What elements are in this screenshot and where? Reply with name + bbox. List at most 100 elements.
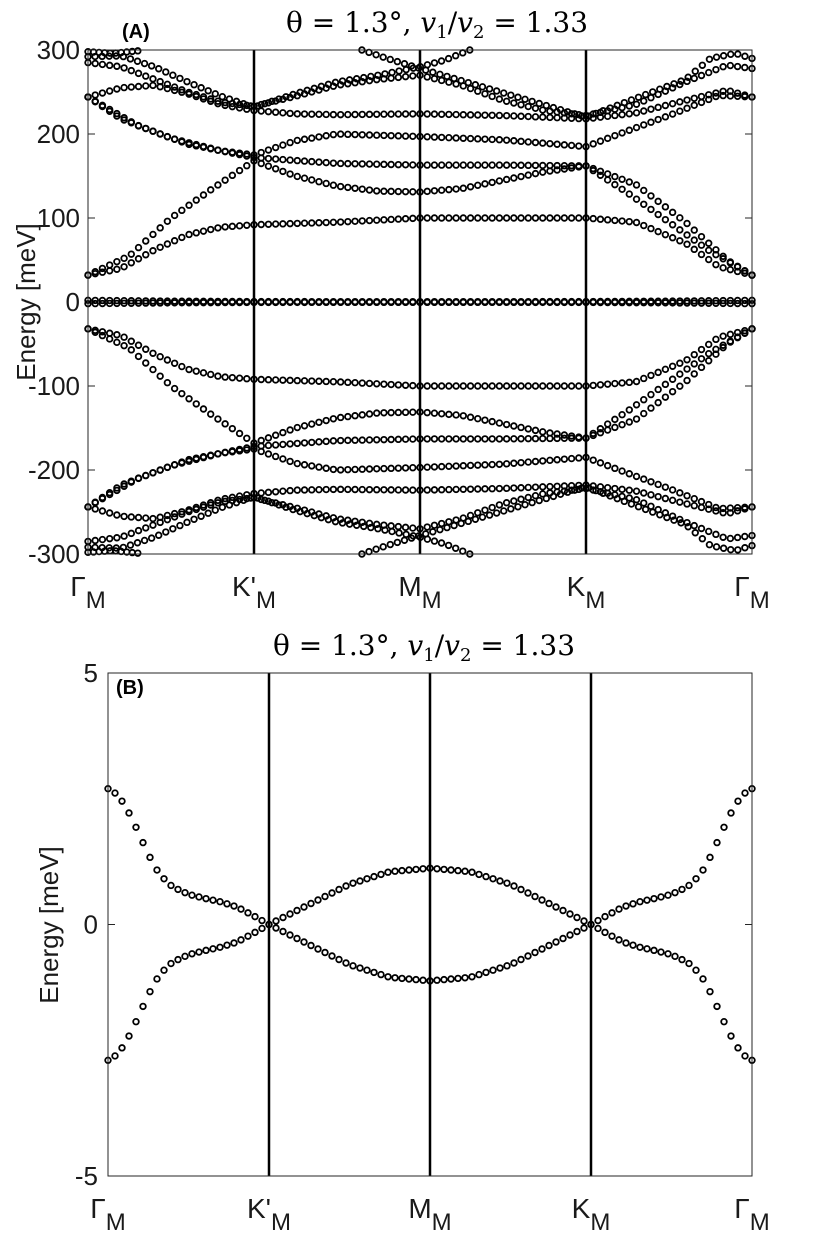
data-point: [365, 410, 374, 418]
data-point: [185, 457, 193, 465]
data-point: [445, 462, 453, 471]
data-point: [545, 899, 553, 908]
data-point: [611, 423, 619, 432]
data-point: [589, 431, 597, 440]
data-point: [206, 225, 215, 234]
data-point: [668, 362, 677, 370]
data-point: [553, 161, 561, 170]
data-point: [618, 420, 626, 429]
data-point: [535, 496, 543, 505]
data-point: [437, 435, 446, 443]
data-point: [606, 492, 614, 500]
data-point: [524, 112, 532, 121]
data-point: [272, 924, 280, 932]
data-point: [237, 936, 245, 944]
data-point: [502, 435, 511, 443]
data-point: [257, 100, 265, 109]
data-point: [264, 220, 273, 228]
data-point: [142, 471, 150, 480]
data-point: [495, 501, 504, 509]
data-point: [409, 435, 417, 443]
data-point: [488, 161, 496, 169]
data-point: [495, 298, 504, 307]
data-point: [661, 215, 670, 224]
data-point: [258, 916, 266, 925]
data-point: [510, 382, 518, 390]
data-point: [697, 363, 706, 372]
data-point: [401, 486, 410, 494]
data-point: [387, 486, 395, 494]
data-point: [416, 486, 424, 494]
data-point: [632, 100, 641, 108]
data-point: [430, 161, 439, 169]
data-point: [197, 84, 205, 92]
data-point: [91, 91, 99, 99]
data-point: [697, 71, 706, 80]
data-point: [625, 406, 633, 414]
data-point: [163, 511, 172, 520]
data-point: [380, 298, 388, 307]
data-point: [726, 299, 735, 308]
data-point: [502, 214, 511, 222]
data-point: [683, 376, 691, 385]
data-point: [113, 109, 121, 118]
data-point: [741, 544, 749, 552]
data-point: [211, 90, 219, 98]
data-point: [474, 214, 482, 222]
data-point: [127, 346, 135, 354]
data-point: [190, 80, 198, 89]
data-point: [618, 411, 626, 419]
data-point: [625, 217, 633, 226]
data-point: [170, 237, 179, 245]
data-point: [603, 420, 612, 428]
data-point: [582, 453, 590, 462]
data-point: [690, 245, 698, 254]
data-point: [712, 246, 720, 254]
data-point: [358, 77, 366, 86]
data-point: [524, 102, 532, 111]
data-point: [400, 536, 409, 544]
data-point: [510, 435, 518, 443]
data-point: [692, 875, 700, 883]
data-point: [495, 419, 504, 427]
data-point: [426, 864, 434, 872]
data-point: [445, 161, 453, 169]
data-point: [589, 214, 597, 223]
data-point: [474, 87, 482, 95]
data-point: [560, 431, 569, 439]
data-point: [264, 162, 273, 170]
data-point: [654, 480, 662, 489]
data-point: [676, 237, 684, 245]
data-point: [199, 191, 208, 199]
data-point: [251, 912, 259, 921]
data-point: [314, 945, 322, 953]
data-point: [611, 484, 619, 493]
data-point: [163, 356, 172, 364]
data-point: [365, 465, 374, 473]
data-point: [409, 72, 417, 80]
data-point: [726, 87, 735, 95]
data-point: [676, 214, 684, 222]
data-point: [113, 331, 121, 339]
data-point: [373, 160, 381, 168]
data-point: [437, 57, 446, 65]
data-point: [475, 970, 483, 979]
data-point: [142, 299, 150, 307]
data-point: [690, 101, 698, 109]
data-point: [243, 298, 251, 307]
data-point: [105, 299, 114, 308]
data-point: [377, 970, 385, 979]
data-point: [712, 335, 720, 344]
data-point: [221, 147, 229, 156]
data-point: [430, 382, 439, 390]
data-point: [566, 910, 574, 918]
data-point: [391, 974, 399, 982]
data-point: [142, 345, 150, 353]
data-point: [699, 866, 707, 874]
data-point: [668, 299, 677, 307]
data-point: [719, 343, 727, 352]
data-point: [690, 370, 698, 378]
data-point: [380, 160, 388, 169]
data-point: [228, 102, 237, 111]
data-point: [379, 53, 387, 61]
